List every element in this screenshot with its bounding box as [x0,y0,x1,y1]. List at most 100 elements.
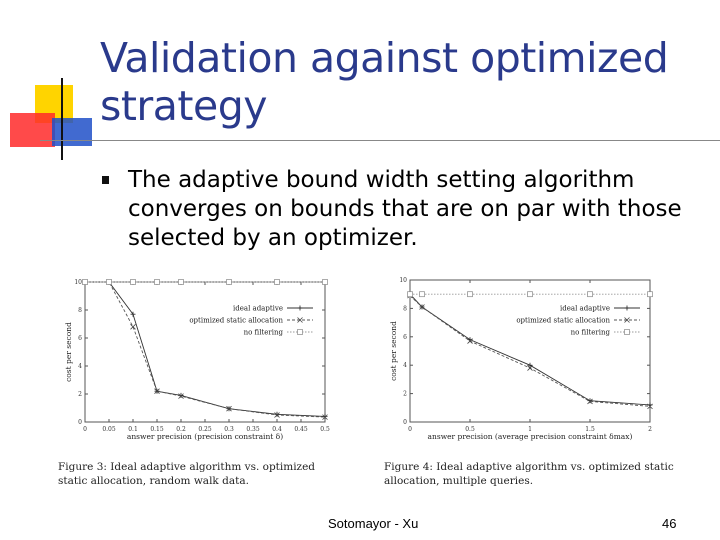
y-tick-label: 6 [78,335,82,342]
plot-frame [409,279,651,423]
x-tick-label: 0.05 [102,426,116,433]
x-tick-label: 0.3 [224,426,234,433]
x-axis-label: answer precision (average precision cons… [428,432,633,441]
data-point-2 [527,291,533,298]
x-tick-label: 0.45 [294,426,308,433]
legend-marker [297,317,303,323]
data-point-0 [322,413,328,419]
page-number: 46 [662,516,677,531]
data-point-2 [322,279,328,285]
x-tick-label: 0.4 [272,426,282,433]
data-point-0 [130,311,136,317]
data-point-1 [130,324,136,330]
x-tick-label: 0.35 [246,426,260,433]
legend-label: optimized static allocation [189,317,283,325]
x-b [624,317,630,323]
data-point-2 [467,291,473,298]
x-b [647,403,653,410]
legend-label: ideal adaptive [560,305,610,313]
x-tick-label: 0.2 [176,426,186,433]
x-b [322,414,328,420]
data-point-1 [647,403,653,410]
x-tick-label: 1 [528,426,532,433]
x-b [587,398,593,405]
x-tick-label: 0.25 [198,426,212,433]
decor-red-square [10,113,55,147]
y-tick-label: 2 [78,391,82,398]
legend-marker [624,305,630,311]
data-point-1 [587,398,593,405]
x-b [226,405,232,412]
data-point-1 [467,338,473,344]
figure-4-caption: Figure 4: Ideal adaptive algorithm vs. o… [384,461,674,487]
data-point-1 [226,405,232,412]
legend-marker [624,317,630,323]
x-tick-label: 0.5 [465,426,475,433]
plot-frame [84,281,326,423]
chart-figure-3: 0 0.05 0.1 0.15 0.2 0.25 0.3 0.35 0.4 0.45 0.5 0 2 4 6… [55,270,340,460]
data-point-2 [178,279,184,285]
x-tick-label: 0 [83,426,87,433]
data-point-1 [322,414,328,420]
y-tick-label: 2 [403,391,407,398]
legend-marker [297,305,303,311]
chart-4-svg: 0 0.5 1 1.5 2 0 2 4 6 8 10 answer precision (averag… [389,277,653,441]
chart-figure-4: 0 0.5 1 1.5 2 0 2 4 6 8 10 answer precision (averag… [378,270,678,460]
slide-title: Validation against optimized strategy [100,34,669,130]
legend-label: no filtering [244,329,284,337]
data-point-2 [226,279,232,285]
data-point-2 [587,291,593,298]
legend-label: ideal adaptive [233,305,283,313]
data-point-1 [154,388,160,394]
series-line-0 [409,293,651,406]
x-tick-label: 0.15 [150,426,164,433]
x-tick-label: 1.5 [585,426,595,433]
title-underline [40,140,720,141]
x-tick-label: 0.5 [320,426,330,433]
series-line-1 [409,295,651,407]
y-tick-label: 0 [403,419,407,426]
x-b [130,324,136,330]
decor-blue-square [52,118,92,146]
data-point-0 [587,398,593,404]
x-b [297,317,303,323]
legend-marker [624,329,630,335]
series-line-1 [85,281,326,418]
y-tick-label: 6 [403,334,407,341]
legend-marker [297,329,303,335]
x-b [154,388,160,394]
data-point-2 [407,291,413,298]
chart-3-svg: 0 0.05 0.1 0.15 0.2 0.25 0.3 0.35 0.4 0.45 0.5 0 2 4 6… [64,279,330,441]
x-axis-label: answer precision (precision constraint δ… [127,432,283,441]
data-point-0 [527,362,533,368]
y-tick-label: 10 [399,277,407,284]
bullet-text: The adaptive bound width setting algorit… [128,167,682,251]
y-axis-label: cost per second [389,321,398,381]
y-tick-label: 8 [403,305,407,312]
y-tick-label: 0 [78,419,82,426]
x-b [419,304,425,310]
data-point-2 [419,291,425,298]
data-point-1 [178,393,184,399]
figure-3-caption: Figure 3: Ideal adaptive algorithm vs. o… [58,461,316,487]
data-point-0 [274,411,280,417]
decor-vertical-line [61,78,63,160]
footer-author: Sotomayor - Xu [328,516,419,531]
x-tick-label: 2 [648,426,652,433]
y-axis-label: cost per second [64,322,73,382]
y-tick-label: 10 [74,279,82,286]
x-b [274,412,280,418]
series-line-0 [85,281,326,417]
data-point-2 [154,279,160,285]
y-tick-label: 4 [78,363,82,370]
data-point-2 [130,279,136,285]
data-point-2 [274,279,280,285]
data-point-1 [274,412,280,418]
x-b [527,365,533,371]
data-point-2 [647,291,653,298]
data-point-1 [527,365,533,371]
bullet-square-icon [102,176,109,184]
data-point-2 [82,279,88,285]
x-tick-label: 0 [408,426,412,433]
data-point-1 [419,304,425,310]
